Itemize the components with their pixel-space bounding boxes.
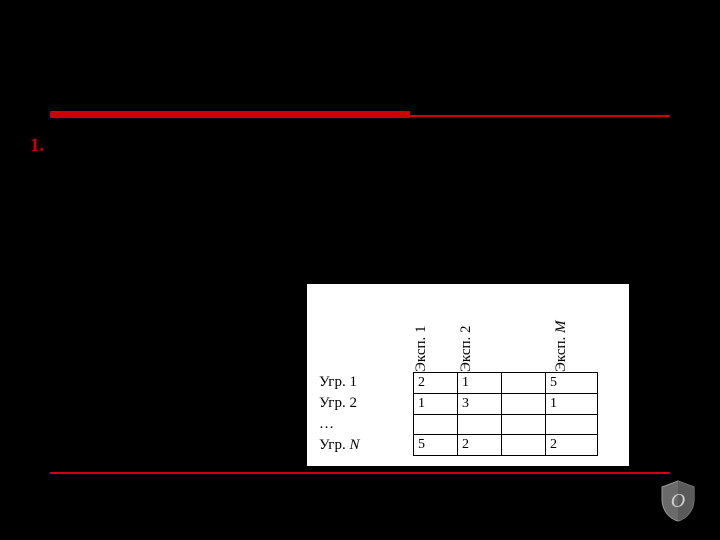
shield-icon: O [658,479,698,528]
table-body: Угр. 1 Угр. 2 … Угр. N 2 1 5 1 3 [315,372,621,456]
cell [458,414,502,435]
col-header-m-prefix: Эксп. [553,333,569,372]
threat-expert-table: Эксп. 1 Эксп. 2 Эксп. M Угр. 1 Угр. 2 … … [307,284,629,466]
table-row: 5 2 2 [414,435,598,456]
list-number: 1. [30,135,44,157]
svg-text:O: O [671,490,685,512]
cell [502,393,546,414]
col-header-1: Эксп. 1 [413,325,430,372]
cell: 2 [546,435,598,456]
top-rule [50,115,670,118]
col-header-2: Эксп. 2 [458,325,475,372]
cell: 5 [546,373,598,394]
table-row: 1 3 1 [414,393,598,414]
cell [502,414,546,435]
cell: 1 [458,373,502,394]
cell: 1 [546,393,598,414]
row-label-1: Угр. 1 [315,372,413,393]
cell [414,414,458,435]
table-row: 2 1 5 [414,373,598,394]
cell [502,435,546,456]
cell: 1 [414,393,458,414]
cell [502,373,546,394]
row-label-ellipsis: … [315,414,413,435]
row-label-n-prefix: Угр. [319,437,349,453]
row-label-2: Угр. 2 [315,393,413,414]
row-labels: Угр. 1 Угр. 2 … Угр. N [315,372,413,456]
table-row [414,414,598,435]
top-rule-thick [50,111,410,118]
table-inner: Эксп. 1 Эксп. 2 Эксп. M Угр. 1 Угр. 2 … … [315,290,621,458]
data-grid: 2 1 5 1 3 1 [413,372,598,456]
cell: 5 [414,435,458,456]
cell: 2 [414,373,458,394]
col-header-m-var: M [553,320,569,333]
row-label-n: Угр. N [315,435,413,456]
cell: 2 [458,435,502,456]
bottom-rule [50,472,670,474]
cell: 3 [458,393,502,414]
row-label-n-var: N [349,437,359,453]
slide: 1. Эксп. 1 Эксп. 2 Эксп. M Угр. 1 Угр. 2… [0,0,720,540]
cell [546,414,598,435]
column-headers: Эксп. 1 Эксп. 2 Эксп. M [315,290,621,372]
col-header-m: Эксп. M [553,320,570,372]
